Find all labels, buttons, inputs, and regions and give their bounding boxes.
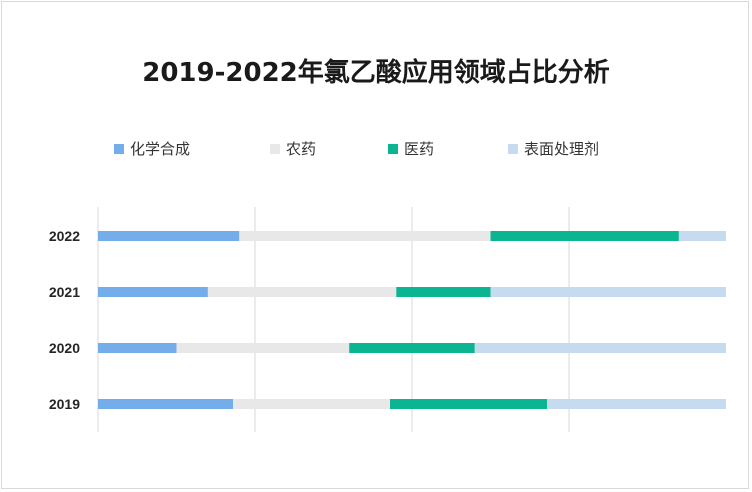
category-tick-label: 2021 <box>49 284 80 300</box>
bar-segment-2021-series-3 <box>490 287 726 297</box>
bar-segment-2020-series-3 <box>474 343 726 353</box>
gridlines <box>97 207 570 432</box>
bar-segment-2021-series-1 <box>207 287 397 297</box>
chart-title: 2019-2022年氯乙酸应用领域占比分析 <box>142 58 610 88</box>
legend-item-pesticide: 农药 <box>270 138 316 159</box>
bar-segment-2020-series-1 <box>176 343 350 353</box>
bar-segment-2022-series-0 <box>98 231 240 241</box>
legend-item-surface-treatment: 表面处理剂 <box>508 138 599 159</box>
bar-segment-2022-series-1 <box>239 231 491 241</box>
bar-segment-2021-series-2 <box>396 287 491 297</box>
bar-segment-2019-series-0 <box>98 399 234 409</box>
category-tick-label: 2019 <box>49 396 80 412</box>
legend-swatch <box>388 143 398 154</box>
legend-item-chemical-synthesis: 化学合成 <box>114 138 190 159</box>
legend-swatch <box>508 143 518 154</box>
legend-item-medicine: 医药 <box>388 138 434 159</box>
bar-segment-2019-series-3 <box>547 399 726 409</box>
legend-label: 表面处理剂 <box>524 140 600 158</box>
category-tick-label: 2022 <box>49 228 80 244</box>
bar-segment-2019-series-2 <box>390 399 548 409</box>
bar-segment-2020-series-2 <box>349 343 475 353</box>
legend-swatch <box>270 143 280 154</box>
bar-segment-2019-series-1 <box>233 399 391 409</box>
bar-segment-2022-series-2 <box>490 231 679 241</box>
legend-label: 化学合成 <box>130 140 191 158</box>
legend-label: 农药 <box>286 140 317 158</box>
category-ticks: 2022 2021 2020 2019 <box>49 228 80 412</box>
bars <box>98 231 726 409</box>
bar-segment-2021-series-0 <box>98 287 208 297</box>
bar-segment-2022-series-3 <box>678 231 726 241</box>
legend-swatch <box>114 143 124 154</box>
category-tick-label: 2020 <box>49 340 80 356</box>
legend: 化学合成 农药 医药 表面处理剂 <box>0 138 752 160</box>
legend-label: 医药 <box>404 140 435 158</box>
bar-segment-2020-series-0 <box>98 343 177 353</box>
